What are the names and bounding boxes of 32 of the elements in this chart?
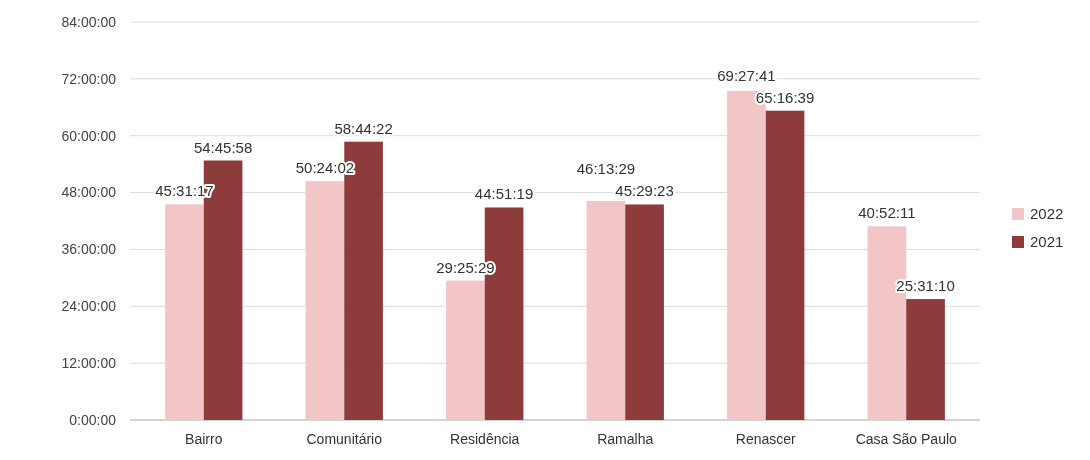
legend-label: 2021	[1030, 233, 1064, 251]
bar	[586, 200, 626, 420]
data-label: 65:16:39	[755, 88, 815, 106]
x-tick-label: Comunitário	[306, 431, 383, 447]
bar	[165, 204, 204, 420]
y-tick-label: 48:00:00	[61, 184, 117, 201]
y-tick-label: 84:00:00	[61, 13, 117, 30]
x-tick-label: Residência	[450, 431, 520, 447]
bar	[625, 204, 664, 420]
data-label: 58:44:22	[334, 119, 393, 137]
bar	[765, 110, 805, 420]
data-label: 54:45:58	[193, 138, 253, 156]
data-label: 40:52:11	[858, 204, 916, 222]
y-tick-label: 24:00:00	[61, 298, 117, 315]
y-tick-label: 36:00:00	[61, 241, 117, 258]
legend-label: 2022	[1030, 205, 1064, 223]
y-tick-label: 72:00:00	[61, 70, 117, 87]
y-tick-label: 60:00:00	[61, 127, 117, 144]
x-tick-label: Casa São Paulo	[855, 431, 958, 447]
x-tick-label: Renascer	[735, 431, 797, 447]
bar	[906, 299, 945, 420]
data-label: 44:51:19	[474, 185, 534, 203]
data-label: 25:31:10	[896, 277, 955, 295]
bar	[446, 280, 485, 420]
y-tick-label: 12:00:00	[61, 355, 117, 372]
data-label: 46:13:29	[576, 160, 636, 178]
y-tick-label: 0:00:00	[69, 411, 117, 428]
data-label: 45:29:23	[615, 182, 674, 200]
x-tick-label: Ramalha	[597, 431, 654, 447]
bar	[305, 181, 345, 420]
x-tick-label: Bairro	[185, 431, 223, 447]
data-label: 69:27:41	[717, 66, 776, 84]
